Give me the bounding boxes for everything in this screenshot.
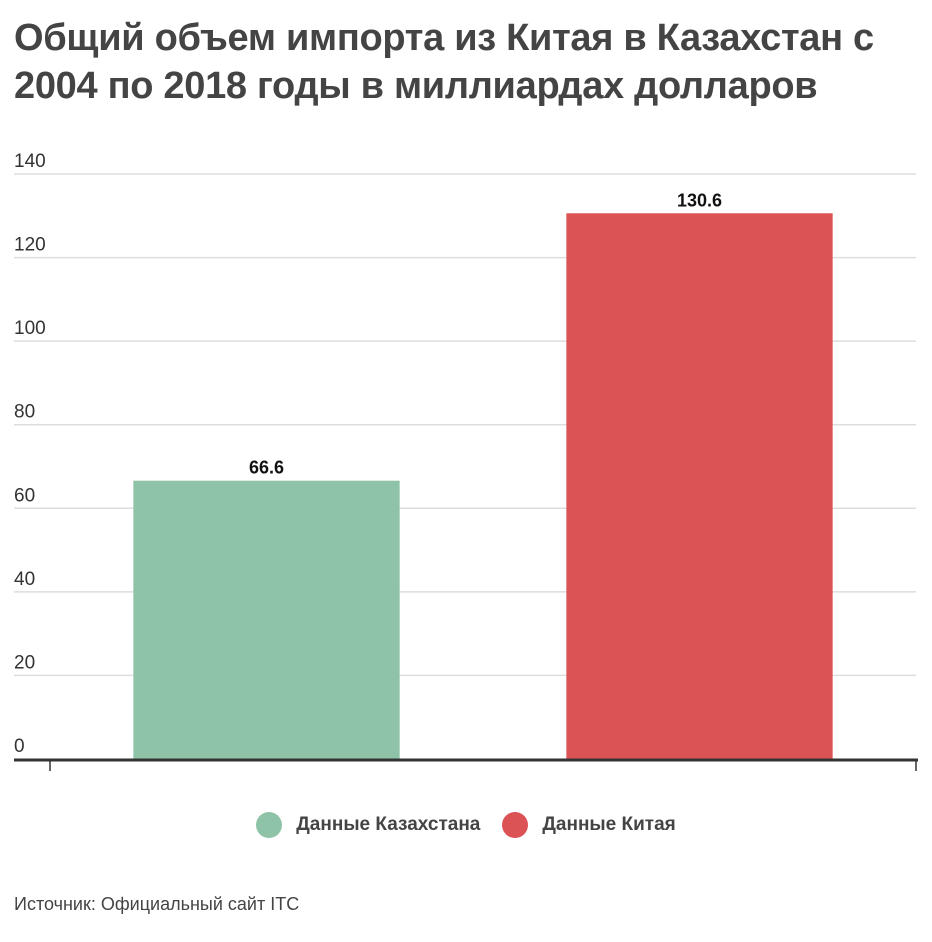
x-axis: [14, 758, 918, 771]
chart-title: Общий объем импорта из Китая в Казахстан…: [14, 17, 874, 107]
y-tick-label-140: 140: [14, 151, 46, 172]
y-tick-label-60: 60: [14, 485, 35, 506]
legend-item-kazakhstan[interactable]: Данные Казахстана: [256, 812, 480, 838]
legend-label-china: Данные Китая: [542, 814, 676, 835]
bar-chart: 0 20 40 60 80 100 120 140 66.6 130.6: [14, 151, 918, 771]
source-note: Источник: Официальный сайт ITC: [14, 894, 300, 914]
y-tick-label-80: 80: [14, 402, 35, 423]
y-axis-ticks: 0 20 40 60 80 100 120 140: [14, 151, 46, 757]
value-label-0: 66.6: [249, 458, 284, 478]
value-label-1: 130.6: [677, 190, 722, 210]
legend: Данные Казахстана Данные Китая: [0, 812, 932, 838]
bar-0: [133, 480, 400, 759]
legend-item-china[interactable]: Данные Китая: [502, 812, 676, 838]
y-tick-label-40: 40: [14, 569, 35, 590]
legend-swatch-china: [502, 812, 529, 838]
y-tick-label-0: 0: [14, 736, 25, 757]
y-tick-label-100: 100: [14, 318, 46, 339]
bars: [133, 213, 833, 759]
y-tick-label-120: 120: [14, 235, 46, 256]
legend-label-kazakhstan: Данные Казахстана: [296, 814, 481, 835]
legend-swatch-kazakhstan: [256, 812, 283, 838]
bar-1: [566, 213, 833, 759]
y-tick-label-20: 20: [14, 652, 35, 673]
value-labels: 66.6 130.6: [249, 190, 722, 477]
